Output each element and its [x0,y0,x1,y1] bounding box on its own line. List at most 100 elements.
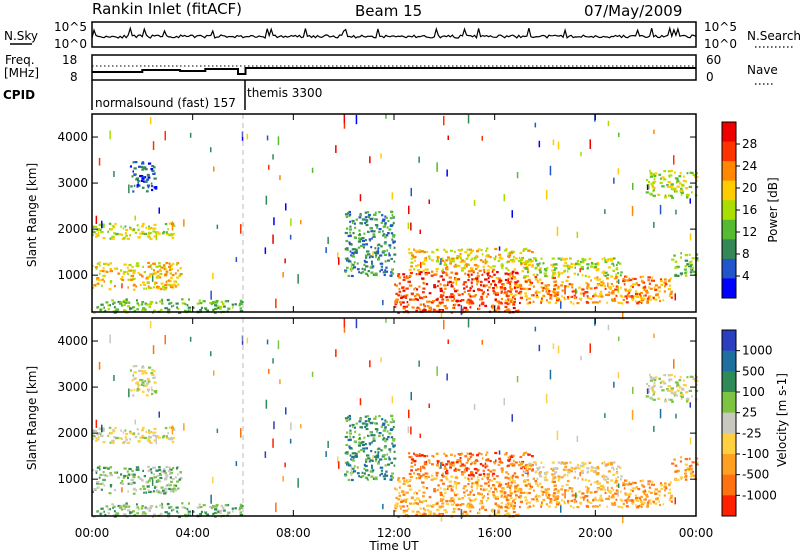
range-cell [227,307,231,310]
range-cell [471,257,473,260]
range-cell [497,281,502,284]
range-cell [506,465,508,468]
range-cell [150,182,153,185]
range-cell [289,438,292,444]
range-cell [410,254,415,257]
range-cell [471,499,475,502]
range-cell [114,222,117,226]
range-cell [439,493,443,497]
range-cell [678,379,682,382]
range-cell [565,264,568,267]
range-cell [646,184,649,191]
range-cell [420,465,422,473]
range-cell [684,254,689,257]
range-cell [443,115,445,126]
range-cell [586,296,590,299]
range-cell [449,484,452,487]
range-cell [94,470,98,473]
range-cell [103,262,107,265]
range-cell [504,503,509,506]
range-cell [647,480,651,483]
range-cell [395,488,398,491]
range-cell [627,289,632,292]
range-cell [383,253,388,256]
range-cell [176,276,180,279]
range-cell [504,482,508,486]
range-cell [423,455,427,458]
range-cell [653,333,655,338]
range-cell [640,499,642,502]
range-cell [266,135,269,141]
range-cell [679,272,684,275]
range-cell [394,283,396,286]
range-cell [510,504,513,507]
range-cell [361,267,364,270]
range-cell [549,165,552,176]
range-cell [344,269,348,272]
range-cell [373,455,377,458]
range-cell [451,260,455,263]
range-cell [485,459,489,462]
range-cell [105,466,108,469]
range-cell [553,484,556,487]
range-cell [521,474,524,477]
range-cell [453,294,456,297]
range-cell [455,257,459,260]
range-cell [422,491,426,494]
range-cell [628,277,631,280]
range-cell [420,250,424,253]
range-cell [616,484,619,487]
range-cell [509,286,512,289]
range-cell [444,261,447,264]
range-cell [581,288,585,291]
range-cell [572,506,575,509]
range-cell [101,220,103,229]
range-cell [504,305,508,308]
range-cell [682,179,687,183]
range-cell [507,459,509,462]
range-cell [645,289,648,292]
range-cell [499,287,503,290]
range-cell [441,502,445,505]
range-cell [119,505,123,508]
range-cell [354,452,358,455]
range-cell [209,506,213,509]
range-cell [501,470,504,473]
range-cell [156,474,159,477]
range-cell [352,470,357,473]
range-cell [393,450,396,453]
range-cell [526,302,530,305]
range-cell [113,285,116,288]
range-cell [553,280,556,283]
range-cell [398,282,401,285]
range-cell [118,437,122,440]
range-cell [374,218,377,221]
range-cell [634,294,638,298]
range-cell [584,274,587,277]
range-cell [606,477,610,480]
range-cell [626,501,628,504]
range-cell [523,452,527,455]
range-cell [393,457,397,460]
range-cell [553,492,556,495]
range-cell [168,265,171,269]
range-cell [119,481,123,485]
range-cell [613,177,615,184]
range-cell [586,284,589,287]
range-cell [554,263,558,266]
range-cell [215,300,219,303]
range-cell [460,267,465,270]
range-cell [382,438,385,441]
range-cell [516,484,520,487]
range-cell [468,506,471,509]
range-cell [669,174,673,177]
range-cell [165,280,168,284]
range-cell [351,452,354,455]
range-cell [507,255,509,258]
range-cell [214,511,217,515]
range-cell [646,301,649,304]
range-cell [454,481,456,484]
range-cell [497,463,501,466]
range-cell [416,269,419,272]
range-cell [504,506,508,509]
